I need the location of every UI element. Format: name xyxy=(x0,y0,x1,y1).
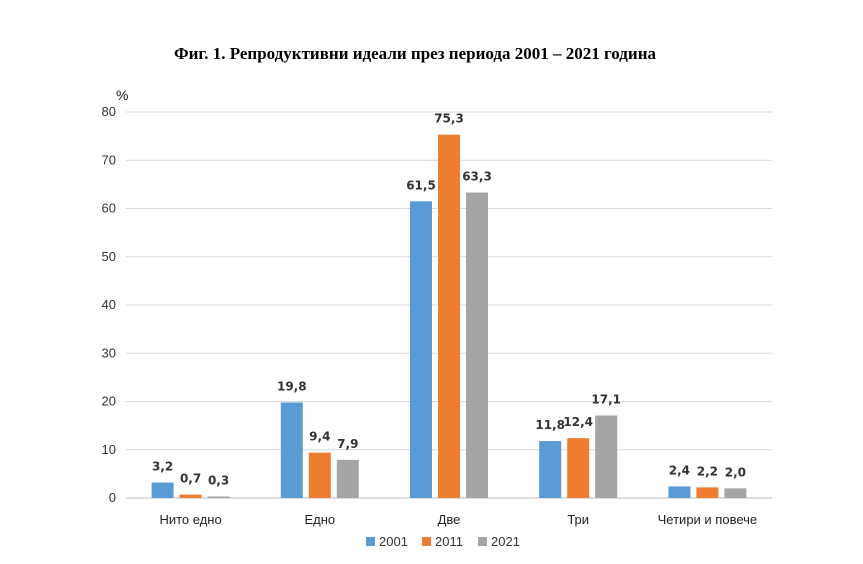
bar xyxy=(151,482,174,498)
bar xyxy=(438,134,460,499)
data-label: 2,4 xyxy=(669,463,690,477)
legend-label: 2021 xyxy=(491,534,520,549)
bar xyxy=(466,192,488,498)
data-labels: 3,2 0,7 0,3 19,8 9,4 7,9 61,5 75,3 63,3 11,812,4 1… xyxy=(152,112,746,488)
data-label: 19,8 xyxy=(277,379,307,393)
legend-label: 2001 xyxy=(379,534,408,549)
bar xyxy=(595,415,618,498)
y-tick-label: 0 xyxy=(109,490,116,505)
data-label: 75,3 xyxy=(434,112,464,126)
bar xyxy=(668,486,691,498)
data-label: 17,1 xyxy=(591,392,621,406)
y-tick-label: 60 xyxy=(102,201,116,216)
bar xyxy=(280,402,303,498)
data-label: 9,4 xyxy=(309,430,330,444)
y-tick-label: 50 xyxy=(102,249,116,264)
y-tick-label: 10 xyxy=(102,442,116,457)
legend-swatch xyxy=(478,537,487,546)
data-label: 63,3 xyxy=(462,170,492,184)
bar xyxy=(724,488,747,498)
y-tick-label: 40 xyxy=(102,297,116,312)
data-label: 0,7 xyxy=(180,472,201,486)
x-category-label: Три xyxy=(567,512,589,527)
bar xyxy=(539,441,562,498)
y-unit-label: % xyxy=(116,87,128,103)
bar xyxy=(696,487,719,498)
bar xyxy=(308,452,331,498)
bars xyxy=(151,134,747,499)
legend-swatch xyxy=(366,537,375,546)
x-category-label: Четири и повече xyxy=(658,512,758,527)
chart-title: Фиг. 1. Репродуктивни идеали през период… xyxy=(174,44,656,63)
bar xyxy=(567,438,590,498)
data-label: 2,0 xyxy=(725,465,746,479)
data-label: 11,8 xyxy=(535,418,565,432)
bar xyxy=(336,459,359,498)
y-axis-ticks: 0 10 20 30 40 50 60 70 80 xyxy=(102,104,116,505)
data-label: 61,5 xyxy=(406,178,436,192)
x-category-label: Две xyxy=(438,512,461,527)
data-label: 0,3 xyxy=(208,474,229,488)
data-label: 12,4 xyxy=(563,415,593,429)
legend-swatch xyxy=(422,537,431,546)
y-tick-label: 30 xyxy=(102,345,116,360)
data-label: 2,2 xyxy=(697,464,718,478)
x-axis-categories: Нито едно Едно Две Три Четири и повече xyxy=(159,512,757,527)
x-category-label: Нито едно xyxy=(159,512,221,527)
bar xyxy=(207,496,230,498)
bar xyxy=(179,494,202,498)
bar xyxy=(410,201,432,498)
data-label: 3,2 xyxy=(152,460,173,474)
y-tick-label: 20 xyxy=(102,394,116,409)
data-label: 7,9 xyxy=(337,437,358,451)
y-tick-label: 70 xyxy=(102,152,116,167)
x-category-label: Едно xyxy=(304,512,335,527)
legend-label: 2011 xyxy=(435,534,463,549)
y-tick-label: 80 xyxy=(102,104,116,119)
legend: 2001 2011 2021 xyxy=(366,534,520,549)
